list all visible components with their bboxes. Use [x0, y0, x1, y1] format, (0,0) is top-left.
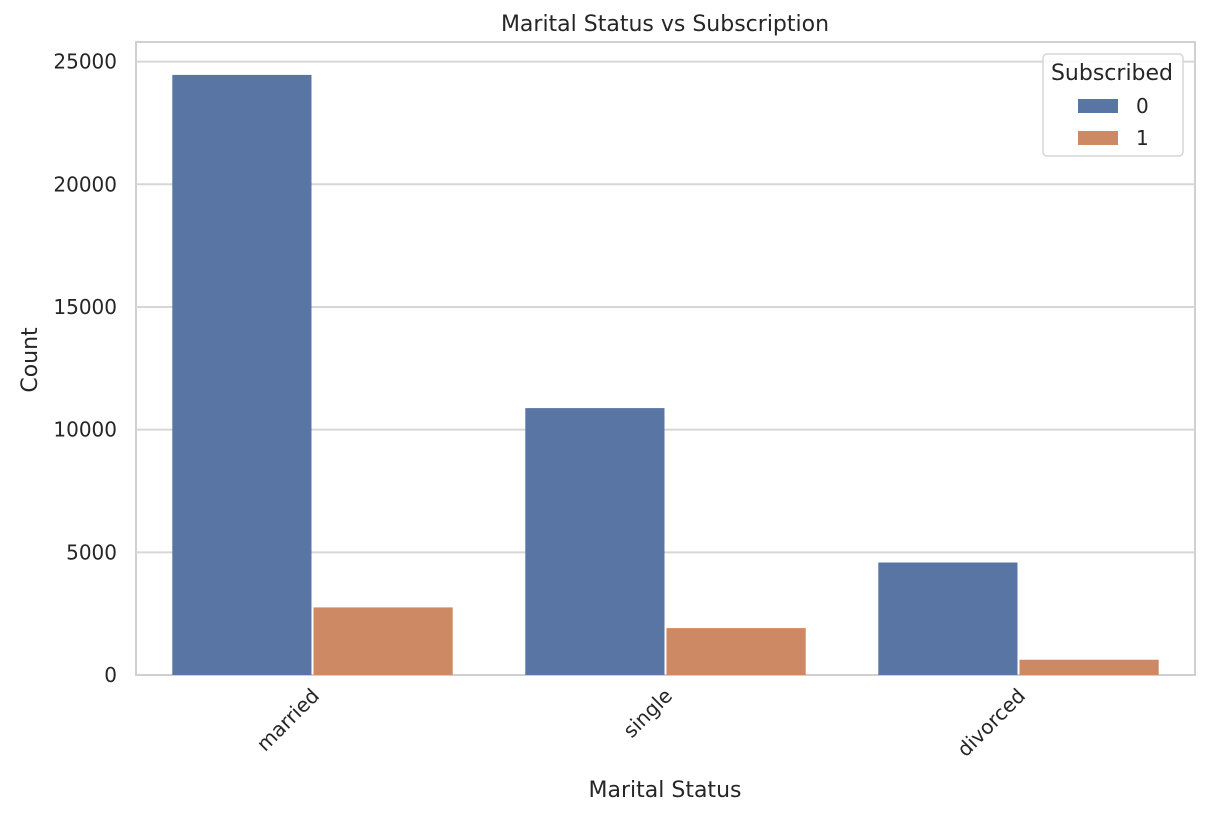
plot-area [135, 41, 1196, 676]
y-tick-label: 15000 [53, 295, 117, 319]
y-tick-label: 5000 [66, 540, 117, 564]
plot-frame [135, 41, 1196, 676]
y-tick-label: 25000 [53, 50, 117, 74]
bar-divorced-series-0 [878, 562, 1018, 675]
bars [172, 74, 1159, 676]
bar-single-series-1 [666, 628, 806, 675]
bar-divorced-series-1 [1019, 659, 1159, 675]
legend-items: 01 [1078, 94, 1149, 150]
y-tick-label: 10000 [53, 418, 117, 442]
bar-single-series-0 [525, 408, 665, 675]
legend-title: Subscribed [1051, 61, 1173, 86]
chart-title: Marital Status vs Subscription [501, 12, 829, 37]
y-tick-labels: 0 5000 10000 15000 20000 25000 [53, 50, 117, 687]
bar-married-series-0 [172, 74, 312, 676]
x-tick-labels: married single divorced [252, 684, 1030, 762]
legend-swatch-0 [1078, 99, 1118, 113]
legend-label-1: 1 [1136, 126, 1149, 150]
y-axis-label: Count [18, 327, 43, 393]
x-tick-label: single [618, 684, 677, 743]
legend-swatch-1 [1078, 131, 1118, 145]
y-tick-label: 20000 [53, 172, 117, 196]
y-gridlines [136, 60, 1195, 554]
x-tick-label: divorced [952, 684, 1030, 762]
legend: Subscribed 01 [1042, 53, 1184, 157]
x-axis-label: Marital Status [589, 778, 742, 803]
y-tick-label: 0 [104, 663, 117, 687]
legend-label-0: 0 [1136, 94, 1149, 118]
x-tick-label: married [252, 684, 324, 756]
bar-married-series-1 [313, 607, 453, 675]
